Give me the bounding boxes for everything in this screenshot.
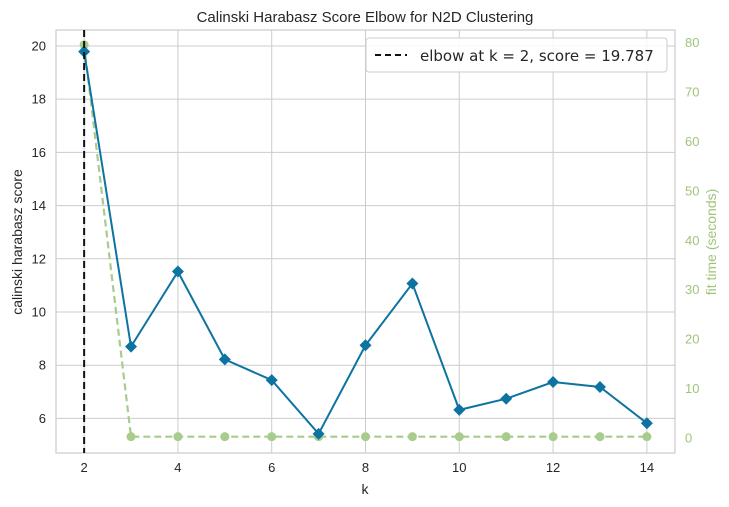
chart-title: Calinski Harabasz Score Elbow for N2D Cl… [197, 9, 534, 26]
fit-time-point [126, 432, 136, 442]
x-tick-label: 2 [81, 460, 88, 475]
score-point [359, 339, 372, 352]
x-tick-label: 10 [452, 460, 466, 475]
fit-time-point [454, 432, 464, 442]
score-point [171, 265, 184, 278]
y-tick-label: 18 [32, 92, 46, 107]
y-axis-label: calinski harabasz score [9, 169, 25, 315]
y2-axis-label: fit time (seconds) [703, 189, 719, 296]
legend-box [365, 37, 668, 73]
score-point [593, 381, 606, 394]
fit-time-point [548, 432, 558, 442]
series-layer [78, 30, 653, 453]
y2-tick-label: 10 [685, 381, 699, 396]
y2-tick-label: 80 [685, 35, 699, 50]
y2-tick-label: 30 [685, 282, 699, 297]
x-tick-label: 14 [640, 460, 654, 475]
score-point [125, 340, 138, 353]
score-point [218, 353, 231, 366]
score-point [547, 375, 560, 388]
y2-tick-label: 50 [685, 183, 699, 198]
y2-tick-label: 40 [685, 233, 699, 248]
fit-time-point [267, 432, 277, 442]
score-point [78, 45, 91, 58]
fit-time-point [220, 432, 230, 442]
plot-border [55, 29, 676, 454]
y2-tick-label: 70 [685, 84, 699, 99]
fit-time-point [595, 432, 605, 442]
plot-frame [55, 29, 676, 454]
score-point [640, 417, 653, 430]
x-tick-label: 4 [174, 460, 181, 475]
x-tick-label: 6 [268, 460, 275, 475]
y-tick-label: 20 [32, 38, 46, 53]
y-tick-label: 10 [32, 305, 46, 320]
y-tick-label: 16 [32, 145, 46, 160]
y-tick-label: 12 [32, 251, 46, 266]
legend-elbow-label: elbow at k = 2, score = 19.787 [420, 47, 654, 65]
y2-tick-label: 0 [685, 431, 692, 446]
score-point [453, 403, 466, 416]
score-point [406, 277, 419, 290]
fit-time-point [407, 432, 417, 442]
legend: elbow at k = 2, score = 19.787 [365, 37, 668, 73]
tick-layer: 2 4 6 8 10 12 14 6 8 10 12 14 16 18 20 0 10 20 30 40 50 60 70 8… [32, 35, 700, 475]
score-point [265, 374, 278, 387]
y-tick-label: 14 [32, 198, 46, 213]
x-axis-label: k [362, 481, 370, 497]
y2-tick-label: 60 [685, 134, 699, 149]
x-tick-label: 12 [546, 460, 560, 475]
score-point [312, 427, 325, 440]
fit-time-point [361, 432, 370, 442]
y-tick-label: 8 [39, 358, 46, 373]
fit-time-point [173, 432, 183, 442]
x-tick-label: 8 [362, 460, 369, 475]
score-point [500, 392, 513, 405]
y-tick-label: 6 [39, 411, 46, 426]
fit-time-point [642, 432, 652, 442]
y2-tick-label: 20 [685, 332, 699, 347]
fit-time-point [501, 432, 511, 442]
